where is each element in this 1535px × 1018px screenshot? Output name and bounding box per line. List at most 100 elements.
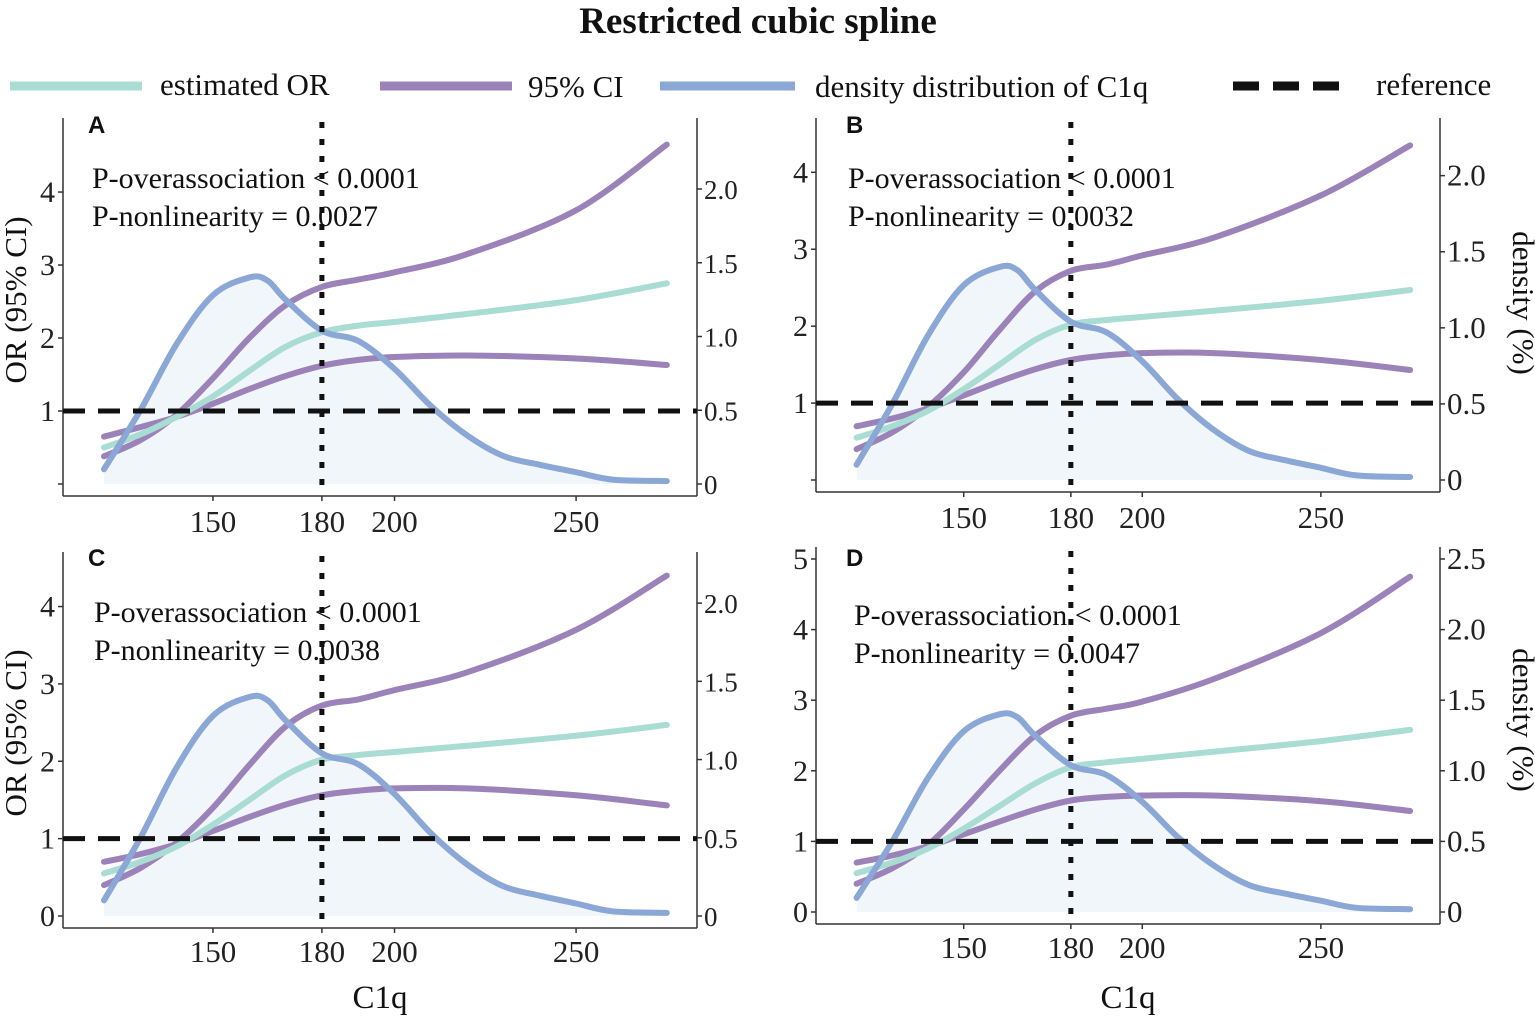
panel-letter-b: B xyxy=(846,112,863,139)
x-tick-label-c: 200 xyxy=(371,934,418,969)
y-axis-title-a: OR (95% CI) xyxy=(0,216,33,383)
x-tick-label-b: 200 xyxy=(1119,500,1166,535)
ci-upper-line-d xyxy=(853,573,1414,887)
density-line-d xyxy=(853,710,1414,913)
y2-tick-label-d: 2.5 xyxy=(1447,541,1486,576)
legend-label-reference: reference xyxy=(1376,67,1491,102)
y-tick-label-d: 5 xyxy=(793,543,808,576)
annotation-d-2: P-nonlinearity = 0.0047 xyxy=(854,637,1140,670)
annotation-a-2: P-nonlinearity = 0.0027 xyxy=(92,200,378,233)
y-tick-label-b: 4 xyxy=(793,156,808,189)
y-axis-title-c: OR (95% CI) xyxy=(0,649,33,816)
y2-tick-label-d: 0 xyxy=(1447,894,1463,929)
annotation-b-2: P-nonlinearity = 0.0032 xyxy=(848,200,1134,233)
y-tick-label-b: 1 xyxy=(793,387,808,420)
y-tick-label-b: 2 xyxy=(793,310,808,343)
panel-a: 1 2 3 4 0 0.5 1.0 1.5 2.0 150 180 200 250 A P-overasso… xyxy=(0,112,738,539)
x-tick-label-a: 180 xyxy=(299,504,346,539)
y-tick-label-d: 3 xyxy=(793,684,808,717)
annotation-d-1: P-overassociation < 0.0001 xyxy=(854,599,1182,632)
panel-d: 0 1 2 3 4 5 0 0.5 1.0 1.5 2.0 2.5 150 180 200 250 D P-ove… xyxy=(793,541,1535,1016)
annotation-c-1: P-overassociation < 0.0001 xyxy=(94,596,422,629)
x-tick-label-c: 250 xyxy=(553,934,600,969)
legend: estimated OR 95% CI density distribution… xyxy=(10,67,1491,104)
x-tick-label-c: 180 xyxy=(299,934,346,969)
y-tick-label-c: 2 xyxy=(40,745,55,778)
legend-label-estimated-or: estimated OR xyxy=(160,67,330,102)
x-tick-label-b: 180 xyxy=(1048,500,1095,535)
density-fill-b xyxy=(856,265,1411,480)
x-tick-label-b: 150 xyxy=(940,500,987,535)
y-tick-label-d: 2 xyxy=(793,755,808,788)
x-tick-label-d: 180 xyxy=(1048,930,1095,965)
y2-tick-label-b: 1.0 xyxy=(1447,310,1486,345)
density-line-c xyxy=(101,692,670,916)
y-tick-label-a: 1 xyxy=(40,395,55,428)
y-tick-label-c: 0 xyxy=(40,900,55,933)
panel-letter-c: C xyxy=(88,545,105,572)
y2-tick-label-b: 0 xyxy=(1447,462,1463,497)
annotation-a-1: P-overassociation < 0.0001 xyxy=(92,162,420,195)
y2-tick-label-c: 0 xyxy=(704,902,718,932)
y2-tick-label-a: 0 xyxy=(704,470,718,500)
y2-tick-label-a: 1.0 xyxy=(704,323,738,353)
estimated-or-line-c xyxy=(101,721,670,877)
y2-axis-title-d: density (%) xyxy=(1506,648,1535,792)
panel-b: 1 2 3 4 0 0.5 1.0 1.5 2.0 150 180 200 250 B P-overasso… xyxy=(793,112,1535,535)
y-tick-label-c: 3 xyxy=(40,668,55,701)
y-tick-label-a: 3 xyxy=(40,249,55,282)
panel-letter-d: D xyxy=(846,545,863,572)
density-line-b xyxy=(853,262,1414,480)
estimated-or-line-a xyxy=(101,280,670,451)
annotation-c-2: P-nonlinearity = 0.0038 xyxy=(94,634,380,667)
y-tick-label-b: 3 xyxy=(793,233,808,266)
density-fill-c xyxy=(104,695,667,916)
y2-tick-label-c: 2.0 xyxy=(704,589,738,619)
y-tick-label-d: 0 xyxy=(793,896,808,929)
y2-tick-label-b: 1.5 xyxy=(1447,234,1486,269)
y2-tick-label-b: 0.5 xyxy=(1447,386,1486,421)
estimated-or-line-b xyxy=(853,287,1414,441)
x-tick-label-c: 150 xyxy=(190,934,237,969)
y-tick-label-a: 4 xyxy=(40,176,55,209)
annotation-b-1: P-overassociation < 0.0001 xyxy=(848,162,1176,195)
density-fill-d xyxy=(856,713,1411,912)
density-line-a xyxy=(101,273,670,485)
y2-tick-label-c: 1.5 xyxy=(704,667,738,697)
legend-label-ci: 95% CI xyxy=(528,69,624,104)
y2-tick-label-d: 0.5 xyxy=(1447,823,1486,858)
panel-letter-a: A xyxy=(88,112,105,139)
y2-tick-label-b: 2.0 xyxy=(1447,158,1486,193)
x-axis-title-d: C1q xyxy=(1100,980,1155,1016)
y2-tick-label-a: 0.5 xyxy=(704,396,738,426)
estimated-or-line-d xyxy=(853,726,1414,877)
x-axis-title-c: C1q xyxy=(352,980,407,1016)
x-tick-label-d: 200 xyxy=(1119,930,1166,965)
x-tick-label-d: 150 xyxy=(940,930,987,965)
x-tick-label-d: 250 xyxy=(1298,930,1345,965)
y2-tick-label-d: 1.5 xyxy=(1447,682,1486,717)
y2-tick-label-c: 1.0 xyxy=(704,746,738,776)
y-tick-label-d: 4 xyxy=(793,614,808,647)
y2-tick-label-a: 2.0 xyxy=(704,175,738,205)
y-tick-label-d: 1 xyxy=(793,825,808,858)
density-fill-a xyxy=(104,276,667,484)
x-tick-label-a: 250 xyxy=(553,504,600,539)
y2-tick-label-d: 1.0 xyxy=(1447,753,1486,788)
panel-c: 0 1 2 3 4 0 0.5 1.0 1.5 2.0 150 180 200 250 C P-overass… xyxy=(0,545,738,1016)
x-tick-label-a: 150 xyxy=(190,504,237,539)
legend-label-density: density distribution of C1q xyxy=(815,69,1148,104)
x-tick-label-a: 200 xyxy=(371,504,418,539)
ci-upper-line-b xyxy=(853,142,1414,453)
y-tick-label-c: 1 xyxy=(40,823,55,856)
y2-tick-label-d: 2.0 xyxy=(1447,612,1486,647)
y-tick-label-a: 2 xyxy=(40,322,55,355)
y-tick-label-c: 4 xyxy=(40,591,55,624)
ci-upper-line-c xyxy=(101,572,670,889)
y2-tick-label-a: 1.5 xyxy=(704,249,738,279)
y2-axis-title-b: density (%) xyxy=(1506,231,1535,375)
figure-title: Restricted cubic spline xyxy=(579,1,937,42)
x-tick-label-b: 250 xyxy=(1298,500,1345,535)
